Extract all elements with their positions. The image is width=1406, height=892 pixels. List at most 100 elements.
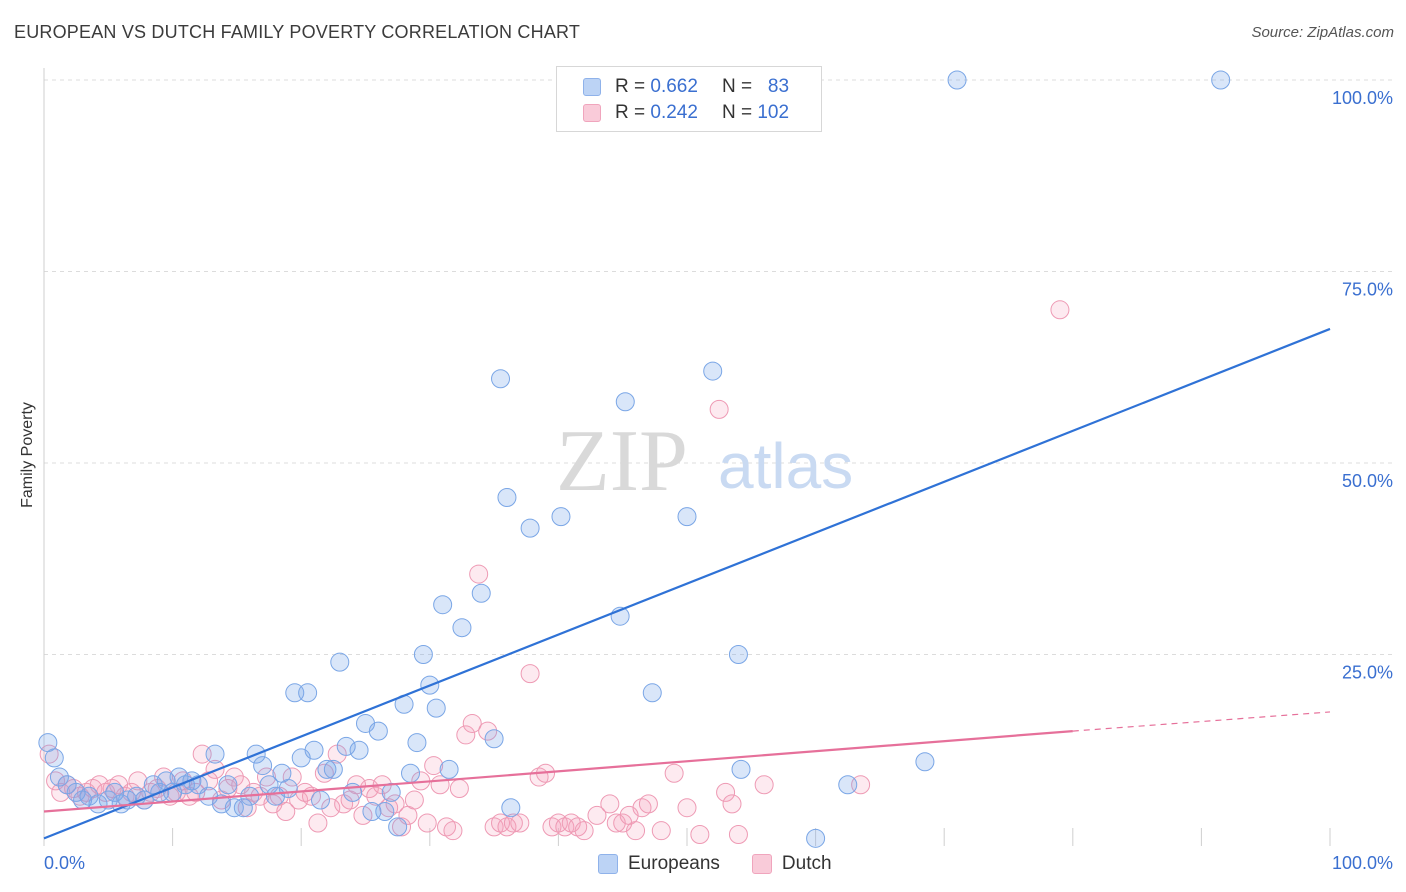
y-tick-label: 25.0% (1342, 663, 1393, 683)
europeans-point (98, 790, 118, 810)
dutch-point (276, 802, 296, 822)
europeans-point (330, 652, 350, 672)
europeans-point (947, 70, 967, 90)
dutch-point (478, 721, 498, 741)
dutch-point (587, 805, 607, 825)
europeans-point (388, 817, 408, 837)
legend-item-dutch[interactable]: Dutch (751, 853, 832, 875)
europeans-point (520, 518, 540, 538)
europeans-point (233, 798, 253, 818)
europeans-point (731, 759, 751, 779)
dutch-point (417, 813, 437, 833)
europeans-point (66, 782, 86, 802)
dutch-point (449, 779, 469, 799)
europeans-point (310, 790, 330, 810)
dutch-point (638, 794, 658, 814)
dutch-point (186, 782, 206, 802)
dutch-point (520, 664, 540, 684)
europeans-point (407, 733, 427, 753)
europeans-point (551, 507, 571, 527)
europeans-point (368, 721, 388, 741)
europeans-point (433, 595, 453, 615)
europeans-point (838, 775, 858, 795)
europeans-point (218, 775, 238, 795)
dutch-point (404, 790, 424, 810)
dutch-points (39, 300, 1070, 845)
r-value: 0.662 (650, 76, 698, 97)
dutch-point (224, 767, 244, 787)
europeans-point (349, 740, 369, 760)
correlation-legend: R = 0.662 N = 83 R = 0.242 N = 102 (556, 66, 822, 132)
dutch-point (51, 782, 71, 802)
europeans-point (426, 698, 446, 718)
europeans-point (323, 759, 343, 779)
watermark-zip: ZIP (556, 413, 688, 510)
r-value: 0.242 (650, 102, 698, 123)
dutch-point (366, 786, 386, 806)
dutch-point (46, 771, 66, 791)
legend-item-europeans[interactable]: Europeans (598, 853, 720, 875)
x-tick-label: 0.0% (44, 853, 85, 873)
dutch-swatch (583, 104, 601, 122)
dutch-point (456, 725, 476, 745)
dutch-point (443, 821, 463, 841)
y-tick-label: 50.0% (1342, 471, 1393, 491)
x-tick-label: 100.0% (1332, 853, 1393, 873)
watermark: ZIP atlas (556, 413, 853, 510)
dutch-point (385, 794, 405, 814)
europeans-point (205, 744, 225, 764)
r-label: R = (615, 76, 646, 97)
r-label: R = (615, 102, 646, 123)
europeans-point (491, 369, 511, 389)
europeans-point (615, 392, 635, 412)
legend-row-dutch: R = 0.242 N = 102 (583, 101, 789, 125)
chart-title: EUROPEAN VS DUTCH FAMILY POVERTY CORRELA… (14, 22, 581, 42)
dutch-point (651, 821, 671, 841)
europeans-point (439, 759, 459, 779)
europeans-point (381, 782, 401, 802)
dutch-trendline (43, 730, 1073, 813)
dutch-point (709, 399, 729, 419)
dutch-point (199, 771, 219, 791)
legend-row-europeans: R = 0.662 N = 83 (583, 75, 789, 99)
europeans-point (336, 736, 356, 756)
dutch-point (128, 771, 148, 791)
dutch-point (754, 775, 774, 795)
watermark-atlas: atlas (718, 430, 853, 502)
europeans-point (413, 645, 433, 664)
dutch-point (503, 813, 523, 833)
europeans-point (44, 748, 64, 768)
legend-label-europeans: Europeans (628, 853, 720, 874)
dutch-point (469, 564, 489, 584)
n-label: N = (721, 102, 753, 123)
europeans-point (915, 752, 935, 772)
y-tick-label: 100.0% (1332, 88, 1393, 108)
dutch-point (664, 763, 684, 783)
n-value: 83 (767, 76, 790, 97)
dutch-point (728, 825, 748, 845)
europeans-point (452, 618, 472, 638)
dutch-point (205, 759, 225, 779)
tick-labels: 25.0% 50.0% 75.0% 100.0% 0.0% 100.0% (44, 88, 1393, 873)
europeans-point (169, 767, 189, 787)
dutch-point (716, 782, 736, 802)
europeans-point (642, 683, 662, 703)
dutch-point (690, 825, 710, 845)
europeans-point (375, 802, 395, 822)
europeans-swatch (583, 78, 601, 96)
dutch-point (626, 821, 646, 841)
europeans-point (278, 779, 298, 799)
dutch-point (600, 794, 620, 814)
dutch-point (308, 813, 328, 833)
dutch-point (677, 798, 697, 818)
europeans-trendline (43, 327, 1331, 840)
europeans-point (49, 767, 69, 787)
dutch-trendline-extension (1072, 711, 1331, 732)
gridlines (44, 79, 1392, 655)
europeans-point (401, 763, 421, 783)
europeans-point (703, 361, 723, 381)
dutch-point (462, 713, 482, 733)
europeans-point (471, 583, 491, 603)
europeans-point (253, 756, 273, 776)
